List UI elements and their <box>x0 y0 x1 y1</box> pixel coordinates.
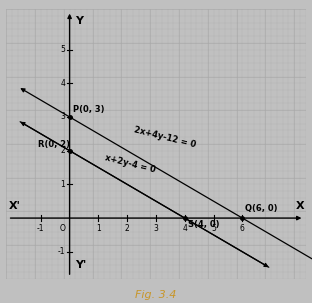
Text: x+2y-4 = 0: x+2y-4 = 0 <box>104 154 157 175</box>
Text: 2x+4y-12 = 0: 2x+4y-12 = 0 <box>133 125 197 149</box>
Text: S(4, 0): S(4, 0) <box>188 220 219 229</box>
Text: Q(6, 0): Q(6, 0) <box>245 204 278 213</box>
Text: 4: 4 <box>182 224 187 233</box>
Text: -1: -1 <box>37 224 45 233</box>
Text: X': X' <box>9 201 21 211</box>
Text: R(0, 2): R(0, 2) <box>38 140 70 149</box>
Text: 1: 1 <box>96 224 101 233</box>
Text: 3: 3 <box>154 224 158 233</box>
Text: O: O <box>59 224 65 233</box>
Text: 5: 5 <box>61 45 65 54</box>
Text: 3: 3 <box>61 112 65 122</box>
Text: -1: -1 <box>58 247 65 256</box>
Text: 6: 6 <box>240 224 245 233</box>
Text: X: X <box>296 201 304 211</box>
Text: Fig. 3.4: Fig. 3.4 <box>135 290 177 300</box>
Text: P(0, 3): P(0, 3) <box>73 105 105 114</box>
Text: 4: 4 <box>61 79 65 88</box>
Text: 5: 5 <box>211 224 216 233</box>
Text: Y': Y' <box>76 260 87 270</box>
Text: 2: 2 <box>61 146 65 155</box>
Text: Y: Y <box>76 16 83 26</box>
Text: 2: 2 <box>125 224 129 233</box>
Text: 1: 1 <box>61 180 65 189</box>
